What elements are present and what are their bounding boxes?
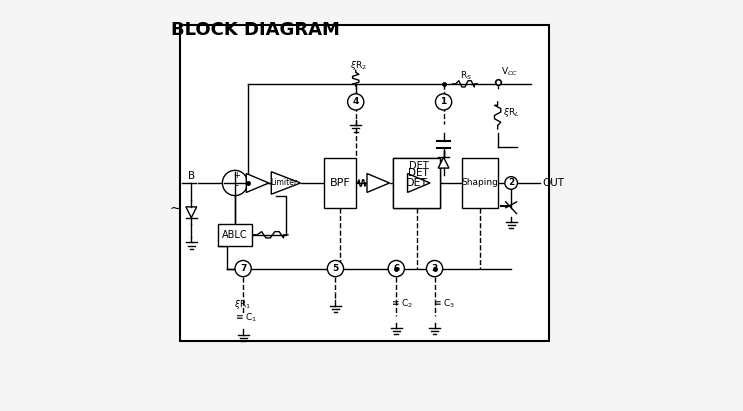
- Text: Limiter: Limiter: [270, 178, 297, 187]
- Polygon shape: [271, 172, 301, 194]
- Text: R$_S$: R$_S$: [460, 69, 473, 82]
- Circle shape: [348, 94, 364, 110]
- Bar: [393, 158, 440, 208]
- Text: ABLC: ABLC: [222, 230, 248, 240]
- Text: DET: DET: [409, 161, 429, 171]
- Circle shape: [435, 94, 452, 110]
- Polygon shape: [246, 173, 269, 192]
- Text: B: B: [188, 171, 195, 181]
- Text: +: +: [233, 171, 240, 180]
- Text: 4: 4: [352, 97, 359, 106]
- Text: $\equiv$C$_2$: $\equiv$C$_2$: [389, 298, 412, 310]
- Bar: [218, 224, 252, 246]
- Polygon shape: [408, 173, 430, 192]
- Bar: [324, 158, 356, 208]
- Text: $\xi$R$_1$: $\xi$R$_1$: [234, 298, 251, 311]
- Text: 3: 3: [432, 264, 438, 273]
- Text: 6: 6: [393, 264, 400, 273]
- Polygon shape: [186, 207, 197, 218]
- Text: 5: 5: [332, 264, 339, 273]
- Text: BLOCK DIAGRAM: BLOCK DIAGRAM: [171, 21, 340, 39]
- Text: $\equiv$C$_3$: $\equiv$C$_3$: [432, 298, 455, 310]
- Circle shape: [426, 261, 443, 277]
- Text: 7: 7: [240, 264, 246, 273]
- Polygon shape: [438, 157, 449, 168]
- Circle shape: [222, 171, 247, 196]
- Text: $\xi$R$_L$: $\xi$R$_L$: [503, 106, 519, 120]
- Text: OUT: OUT: [542, 178, 565, 188]
- Text: $\equiv$C$_1$: $\equiv$C$_1$: [234, 312, 257, 324]
- Text: 2: 2: [508, 178, 514, 187]
- FancyBboxPatch shape: [180, 25, 549, 341]
- Text: ~: ~: [169, 201, 181, 215]
- Bar: [393, 158, 440, 208]
- Circle shape: [504, 177, 517, 189]
- Text: BPF: BPF: [330, 178, 351, 188]
- Text: DET: DET: [409, 168, 429, 178]
- Text: -: -: [235, 180, 239, 190]
- Text: V$_{CC}$: V$_{CC}$: [502, 66, 519, 79]
- Polygon shape: [367, 173, 389, 192]
- Bar: [461, 158, 498, 208]
- Text: Shaping: Shaping: [461, 178, 498, 187]
- Circle shape: [328, 261, 343, 277]
- Text: DET: DET: [406, 178, 428, 188]
- Text: 1: 1: [441, 97, 447, 106]
- Circle shape: [235, 261, 251, 277]
- Circle shape: [388, 261, 404, 277]
- Text: $\xi$R$_2$: $\xi$R$_2$: [351, 59, 367, 72]
